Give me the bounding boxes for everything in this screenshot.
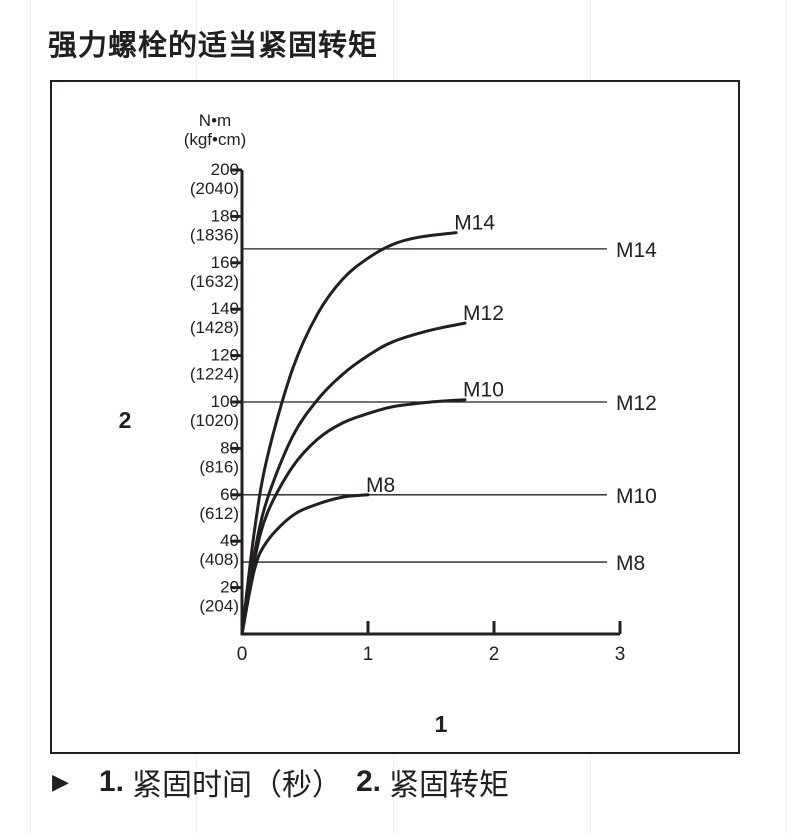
y-tick-label-secondary: (1428) (190, 318, 239, 337)
x-tick-label: 1 (363, 644, 374, 665)
legend-text-2: 紧固转矩 (388, 768, 509, 803)
x-tick-label: 3 (615, 644, 626, 665)
y-tick-label-secondary: (204) (199, 597, 239, 616)
legend: ▶ 1. 紧固时间（秒） 2. 紧固转矩 (52, 764, 523, 803)
reference-line-label: M8 (616, 552, 645, 575)
curve-label-m14: M14 (454, 212, 495, 235)
legend-text-1: 紧固时间（秒） (131, 768, 342, 803)
arrow-right-icon: ▶ (52, 769, 69, 795)
y-tick-label-secondary: (1020) (190, 411, 239, 430)
y-tick-label: 180 (211, 206, 239, 225)
reference-line-label: M12 (616, 392, 657, 415)
y-tick-label: 40 (220, 531, 239, 550)
legend-num-1: 1. (98, 765, 124, 798)
y-tick-label: 120 (211, 346, 239, 365)
y-tick-label-secondary: (408) (199, 550, 239, 569)
reference-line-label: M14 (616, 239, 657, 262)
curves: M8 M10 M12 M14 (240, 212, 504, 636)
x-ticks: 0 1 2 3 (237, 621, 626, 665)
y-tick-label-secondary: (816) (199, 457, 239, 476)
y-tick-label: 100 (211, 392, 239, 411)
y-tick-label-secondary: (612) (199, 504, 239, 523)
reference-line-label: M10 (616, 485, 657, 508)
curve-m10 (240, 398, 467, 636)
y-tick-label-secondary: (2040) (190, 179, 239, 198)
legend-num-2: 2. (355, 765, 381, 798)
curve-m8 (240, 493, 370, 636)
x-tick-label: 2 (489, 644, 500, 665)
torque-chart: M14 M12 M10 M8 M8 M10 M12 M14 N•m (kgf•cm) 2 1… (119, 111, 658, 737)
curve-label-m8: M8 (366, 474, 395, 497)
y-tick-label-secondary: (1632) (190, 272, 239, 291)
y-tick-label: 160 (211, 253, 239, 272)
y-tick-label-secondary: (1836) (190, 225, 239, 244)
curve-m14 (240, 231, 458, 636)
reference-lines: M14 M12 M10 M8 (242, 239, 657, 575)
curve-label-m12: M12 (463, 302, 504, 325)
y-tick-label: 200 (211, 160, 239, 179)
page-title: 强力螺栓的适当紧固转矩 (48, 28, 379, 62)
bg-guide (786, 0, 787, 833)
curve-m12 (240, 321, 467, 636)
y-tick-label: 140 (211, 299, 239, 318)
y-tick-label: 20 (220, 578, 239, 597)
chart-frame: M14 M12 M10 M8 M8 M10 M12 M14 N•m (kgf•cm) 2 1… (50, 80, 740, 754)
y-tick-label: 80 (220, 438, 239, 457)
curve-label-m10: M10 (463, 379, 504, 402)
bg-guide (30, 0, 31, 833)
x-axis-callout: 1 (435, 711, 448, 737)
y-unit-secondary-label: (kgf•cm) (184, 130, 247, 149)
y-unit-label: N•m (199, 111, 231, 130)
y-ticks: 20(204) 40(408) 60(612) 80(816) 100(1020) 120… (190, 160, 242, 616)
y-tick-label: 60 (220, 485, 239, 504)
x-tick-label: 0 (237, 644, 248, 665)
y-axis-callout: 2 (119, 407, 132, 433)
y-tick-label-secondary: (1224) (190, 365, 239, 384)
